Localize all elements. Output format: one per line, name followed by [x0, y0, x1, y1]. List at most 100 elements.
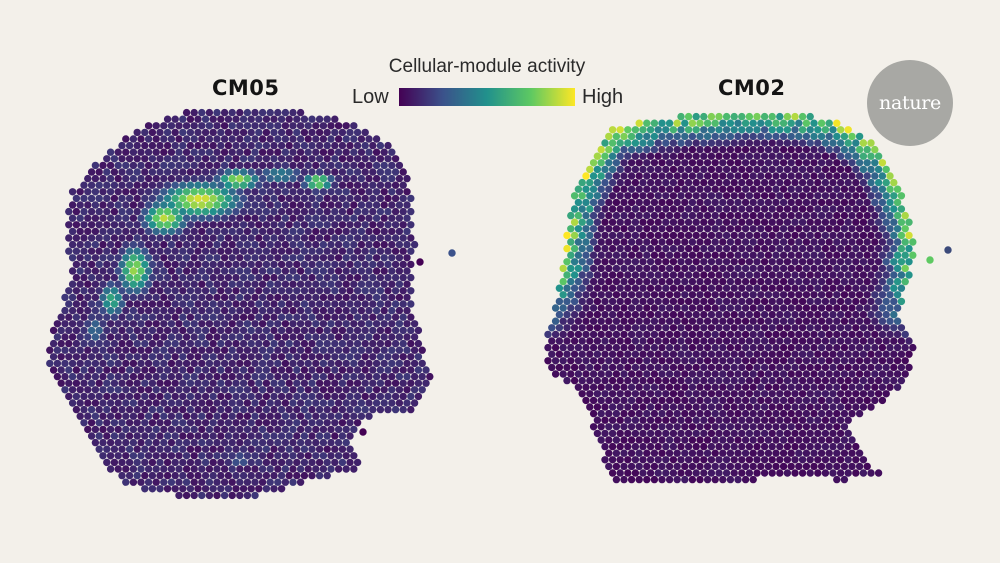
cm02-spot — [726, 172, 735, 180]
cm05-spot — [350, 174, 358, 183]
cm02-spot — [730, 205, 738, 213]
cm02-spot — [871, 343, 879, 352]
cm02-spot — [772, 423, 780, 431]
cm05-spot — [186, 247, 195, 255]
cm02-spot — [893, 291, 902, 299]
cm05-spot — [179, 181, 187, 189]
cm02-spot — [658, 330, 666, 339]
cm05-spot — [277, 366, 286, 374]
cm05-spot — [365, 135, 373, 143]
cm02-spot — [730, 456, 738, 464]
cm02-spot — [810, 251, 818, 259]
cm05-spot — [160, 174, 168, 183]
cm02-spot — [608, 244, 617, 253]
cm02-spot — [703, 159, 712, 167]
cm02-spot — [684, 416, 693, 424]
cm02-spot — [768, 284, 776, 292]
cm02-spot — [772, 330, 780, 339]
cm05-spot — [171, 128, 179, 137]
cm02-spot — [620, 436, 628, 444]
cm05-spot — [167, 240, 176, 249]
cm02-spot — [897, 205, 906, 213]
cm05-spot — [266, 412, 274, 420]
cm05-spot — [148, 445, 157, 453]
cm05-spot — [220, 227, 229, 236]
cm05-spot — [315, 458, 324, 467]
cm05-spot — [262, 168, 271, 176]
cm05-spot — [289, 333, 297, 341]
cm05-spot — [80, 287, 88, 295]
cm02-spot — [627, 343, 636, 352]
cm02-spot — [764, 159, 773, 167]
cm05-spot — [129, 267, 138, 275]
cm02-spot — [890, 297, 898, 306]
cm05-spot — [87, 234, 96, 242]
cm02-spot — [757, 436, 765, 444]
cm02-spot — [844, 403, 852, 411]
cm05-spot — [137, 254, 145, 262]
cm02-spot — [650, 238, 659, 246]
cm05-spot — [110, 194, 119, 203]
cm02-spot — [669, 310, 678, 319]
cm02-spot — [798, 152, 807, 160]
cm02-spot — [783, 363, 792, 372]
cm05-spot — [266, 320, 274, 328]
cm05-spot — [334, 240, 343, 249]
cm02-spot — [677, 337, 685, 345]
cm05-spot — [201, 155, 210, 163]
cm02-spot — [791, 337, 799, 345]
cm02-spot — [662, 297, 670, 306]
cm05-spot — [327, 161, 335, 170]
cm05-spot — [167, 188, 176, 196]
cm02-spot — [825, 211, 833, 220]
cm02-spot — [734, 185, 742, 193]
cm05-spot — [357, 399, 366, 407]
cm05-spot — [228, 399, 236, 407]
cm05-spot — [141, 339, 149, 348]
cm05-spot — [186, 405, 195, 414]
cm02-spot — [722, 442, 731, 451]
cm05-spot — [167, 148, 176, 156]
cm05-spot — [247, 141, 255, 150]
cm02-spot — [658, 119, 666, 127]
cm05-spot — [315, 287, 324, 295]
cm05-spot — [342, 293, 350, 302]
cm02-spot — [772, 449, 780, 457]
cm05-spot — [122, 320, 130, 328]
cm02-spot — [624, 376, 632, 385]
cm02-spot — [574, 370, 583, 378]
cm02-spot — [905, 363, 913, 372]
cm05-spot — [106, 267, 115, 275]
cm05-spot — [152, 452, 160, 460]
cm02-spot — [711, 198, 719, 207]
cm02-spot — [814, 205, 822, 213]
cm02-spot — [817, 211, 826, 220]
cm02-spot — [806, 258, 814, 266]
cm02-spot — [833, 330, 841, 339]
cm02-spot — [833, 132, 841, 141]
cm02-spot — [810, 172, 818, 180]
cm02-spot — [684, 271, 693, 279]
cm05-spot — [99, 412, 107, 420]
cm02-spot — [605, 383, 613, 391]
cm05-spot — [353, 221, 362, 229]
cm05-spot — [175, 240, 183, 249]
cm02-spot — [608, 205, 617, 213]
cm02-spot — [836, 126, 845, 134]
cm05-spot — [228, 333, 236, 341]
cm05-spot — [312, 293, 320, 302]
cm05-spot — [205, 174, 214, 183]
cm05-spot — [76, 280, 84, 288]
cm05-spot — [266, 306, 274, 315]
cm05-spot — [205, 386, 214, 394]
cm02-spot — [836, 469, 845, 477]
cm02-spot — [886, 370, 894, 378]
cm02-spot — [696, 409, 704, 418]
cm05-spot — [182, 438, 191, 447]
cm05-spot — [369, 366, 377, 374]
cm05-spot — [357, 227, 366, 236]
cm05-spot — [236, 372, 244, 381]
cm02-spot — [806, 152, 814, 160]
cm05-spot — [133, 392, 141, 401]
cm02-spot — [726, 211, 735, 220]
